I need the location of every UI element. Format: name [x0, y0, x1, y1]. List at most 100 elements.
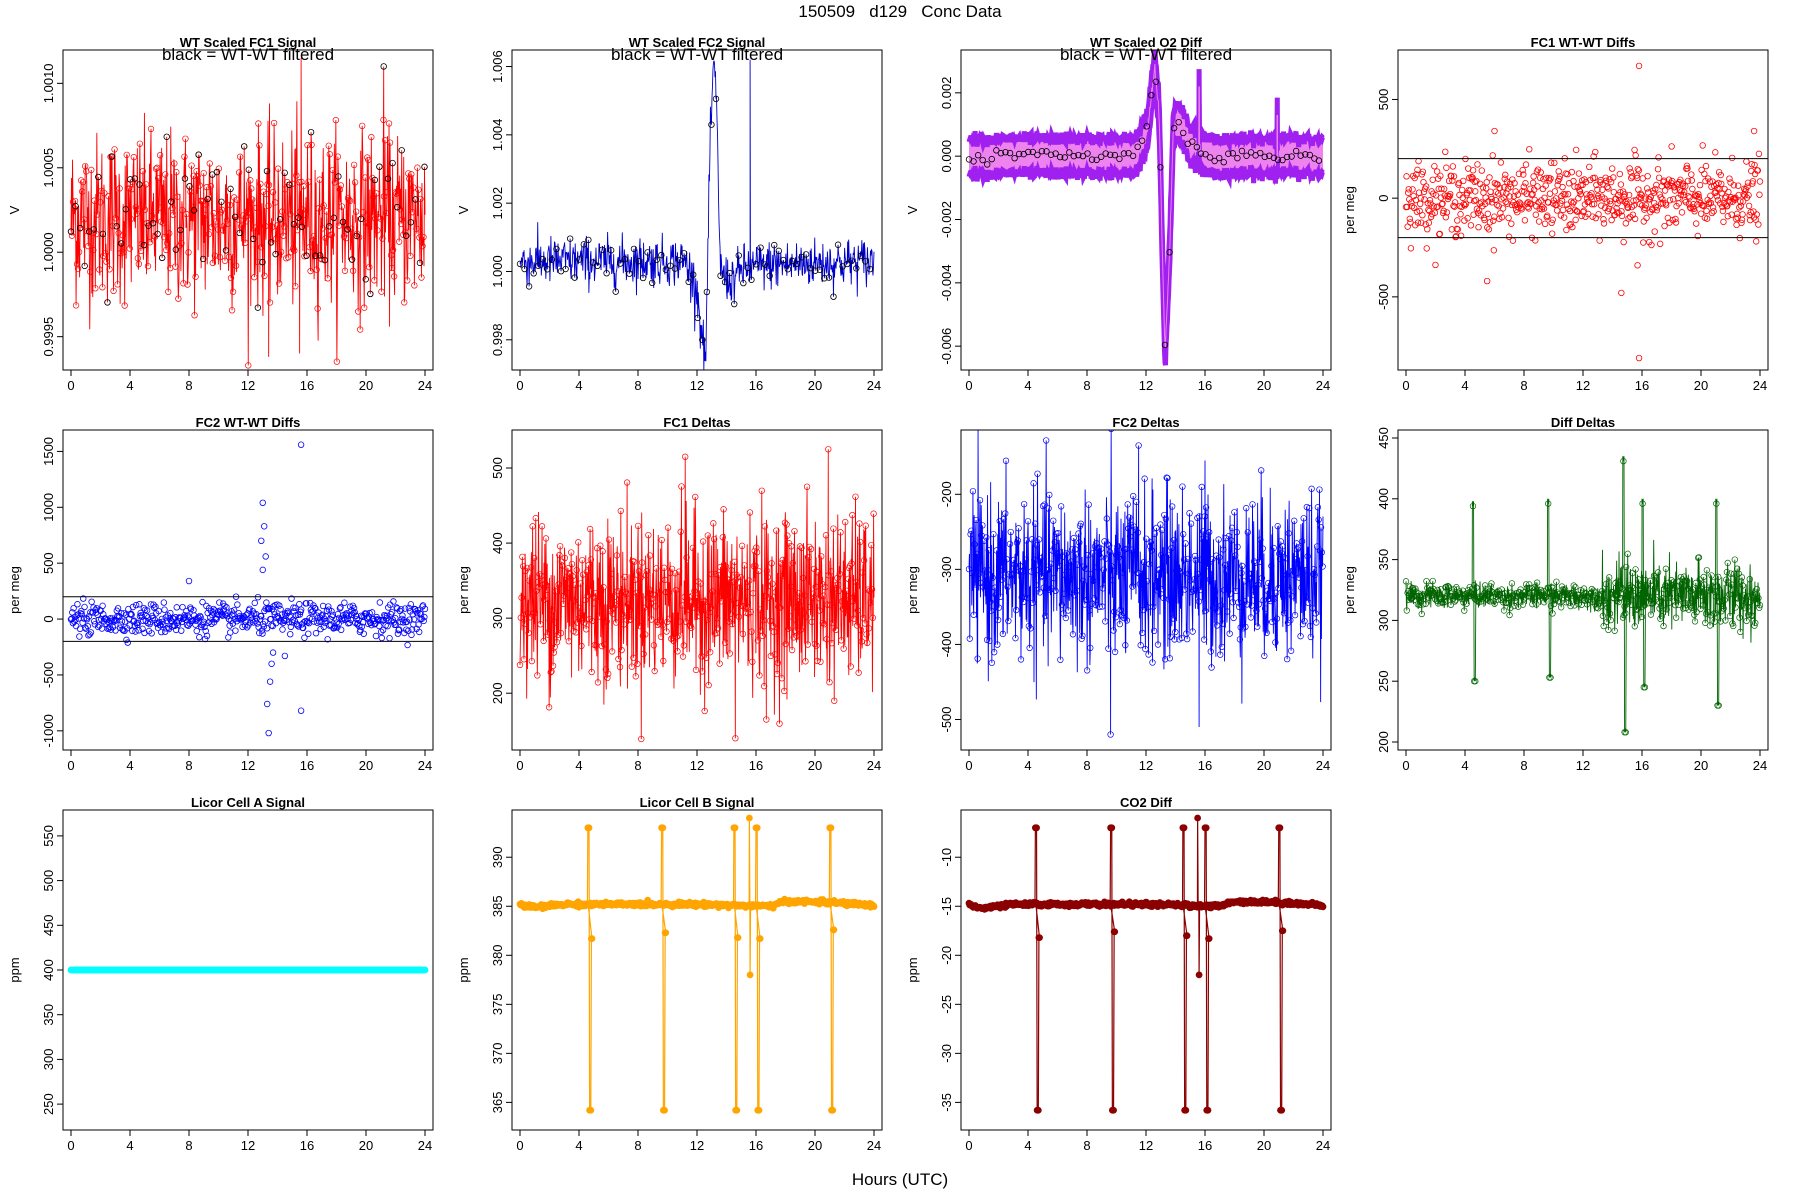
data-point [419, 242, 426, 250]
data-point [588, 668, 595, 676]
data-point [1282, 555, 1289, 562]
data-point [583, 568, 591, 575]
data-point [1557, 212, 1565, 219]
data-point [782, 640, 789, 648]
data-point [1656, 240, 1664, 248]
data-point [1549, 610, 1556, 617]
data-point [720, 506, 727, 513]
data-point [777, 604, 784, 611]
filtered-point [267, 239, 275, 246]
data-point [351, 179, 359, 186]
data-point [1668, 143, 1675, 150]
data-point [378, 288, 385, 295]
filtered-point [172, 246, 180, 253]
data-point [1569, 223, 1576, 231]
data-point [1628, 583, 1635, 591]
data-point [781, 519, 789, 526]
data-point [1110, 1106, 1117, 1114]
data-point [779, 556, 786, 564]
data-point [998, 562, 1005, 569]
data-point [990, 530, 997, 538]
filtered-point [1315, 157, 1323, 164]
data-point [120, 249, 127, 256]
data-point [377, 215, 384, 222]
data-point [81, 603, 88, 611]
data-point [278, 248, 285, 255]
filtered-point [830, 293, 837, 300]
x-tick-label: 8 [185, 1138, 192, 1153]
data-point [1138, 584, 1145, 591]
data-point [538, 523, 546, 530]
data-point [1654, 588, 1661, 595]
data-point [810, 590, 817, 597]
data-point [341, 267, 349, 274]
data-point [1499, 205, 1507, 212]
data-point [392, 614, 399, 622]
data-point [1599, 612, 1607, 620]
data-point [1129, 583, 1136, 590]
data-point [119, 626, 126, 633]
data-point [144, 262, 152, 270]
data-point [1408, 203, 1416, 210]
data-point [1195, 570, 1202, 578]
data-point [265, 181, 273, 189]
data-point [237, 153, 244, 160]
data-point [150, 601, 157, 608]
data-point [302, 211, 309, 218]
data-point [76, 625, 84, 633]
filtered-point [276, 216, 284, 223]
data-point [85, 243, 92, 250]
data-point [1003, 556, 1010, 563]
data-point [1088, 600, 1096, 607]
filtered-point [757, 244, 764, 251]
data-point [411, 282, 418, 289]
x-tick-label: 16 [1198, 378, 1212, 393]
data-point [727, 610, 734, 617]
data-point [332, 624, 339, 631]
x-tick-label: 20 [1257, 758, 1271, 773]
data-point [572, 629, 580, 636]
data-point [136, 601, 143, 608]
data-point [1407, 595, 1414, 602]
data-point [704, 532, 711, 539]
filtered-point [416, 259, 424, 267]
filtered-point [241, 143, 248, 150]
filtered-point [1129, 152, 1137, 160]
data-point [1653, 574, 1660, 582]
data-point [1659, 595, 1666, 602]
x-tick-label: 20 [359, 758, 373, 773]
filtered-point [1084, 150, 1091, 157]
data-point [202, 201, 209, 208]
data-point [343, 225, 351, 232]
data-point [821, 621, 828, 628]
data-point [773, 527, 780, 534]
data-point [828, 640, 836, 647]
data-point [1579, 595, 1586, 602]
data-point [1016, 568, 1023, 575]
data-point [1547, 602, 1555, 610]
data-point [194, 614, 202, 621]
filtered-point [1002, 149, 1009, 156]
data-point [785, 540, 793, 547]
data-point [753, 824, 761, 832]
data-point [656, 620, 663, 627]
data-point [1244, 529, 1251, 536]
data-point [1562, 191, 1569, 198]
data-point [637, 574, 644, 582]
data-point [1112, 614, 1120, 621]
data-point [1520, 171, 1527, 178]
data-point [553, 639, 561, 646]
filtered-point [571, 274, 578, 281]
filtered-point [384, 175, 392, 182]
data-point [1605, 185, 1612, 192]
data-point [1458, 186, 1466, 194]
data-point [1083, 596, 1090, 604]
data-point [1439, 598, 1446, 606]
data-point [1600, 220, 1608, 227]
data-point [1424, 225, 1431, 233]
data-point [1527, 185, 1534, 193]
data-point [1151, 530, 1159, 537]
filtered-point [708, 121, 715, 128]
x-tick-label: 0 [516, 758, 523, 773]
data-point [416, 234, 423, 241]
